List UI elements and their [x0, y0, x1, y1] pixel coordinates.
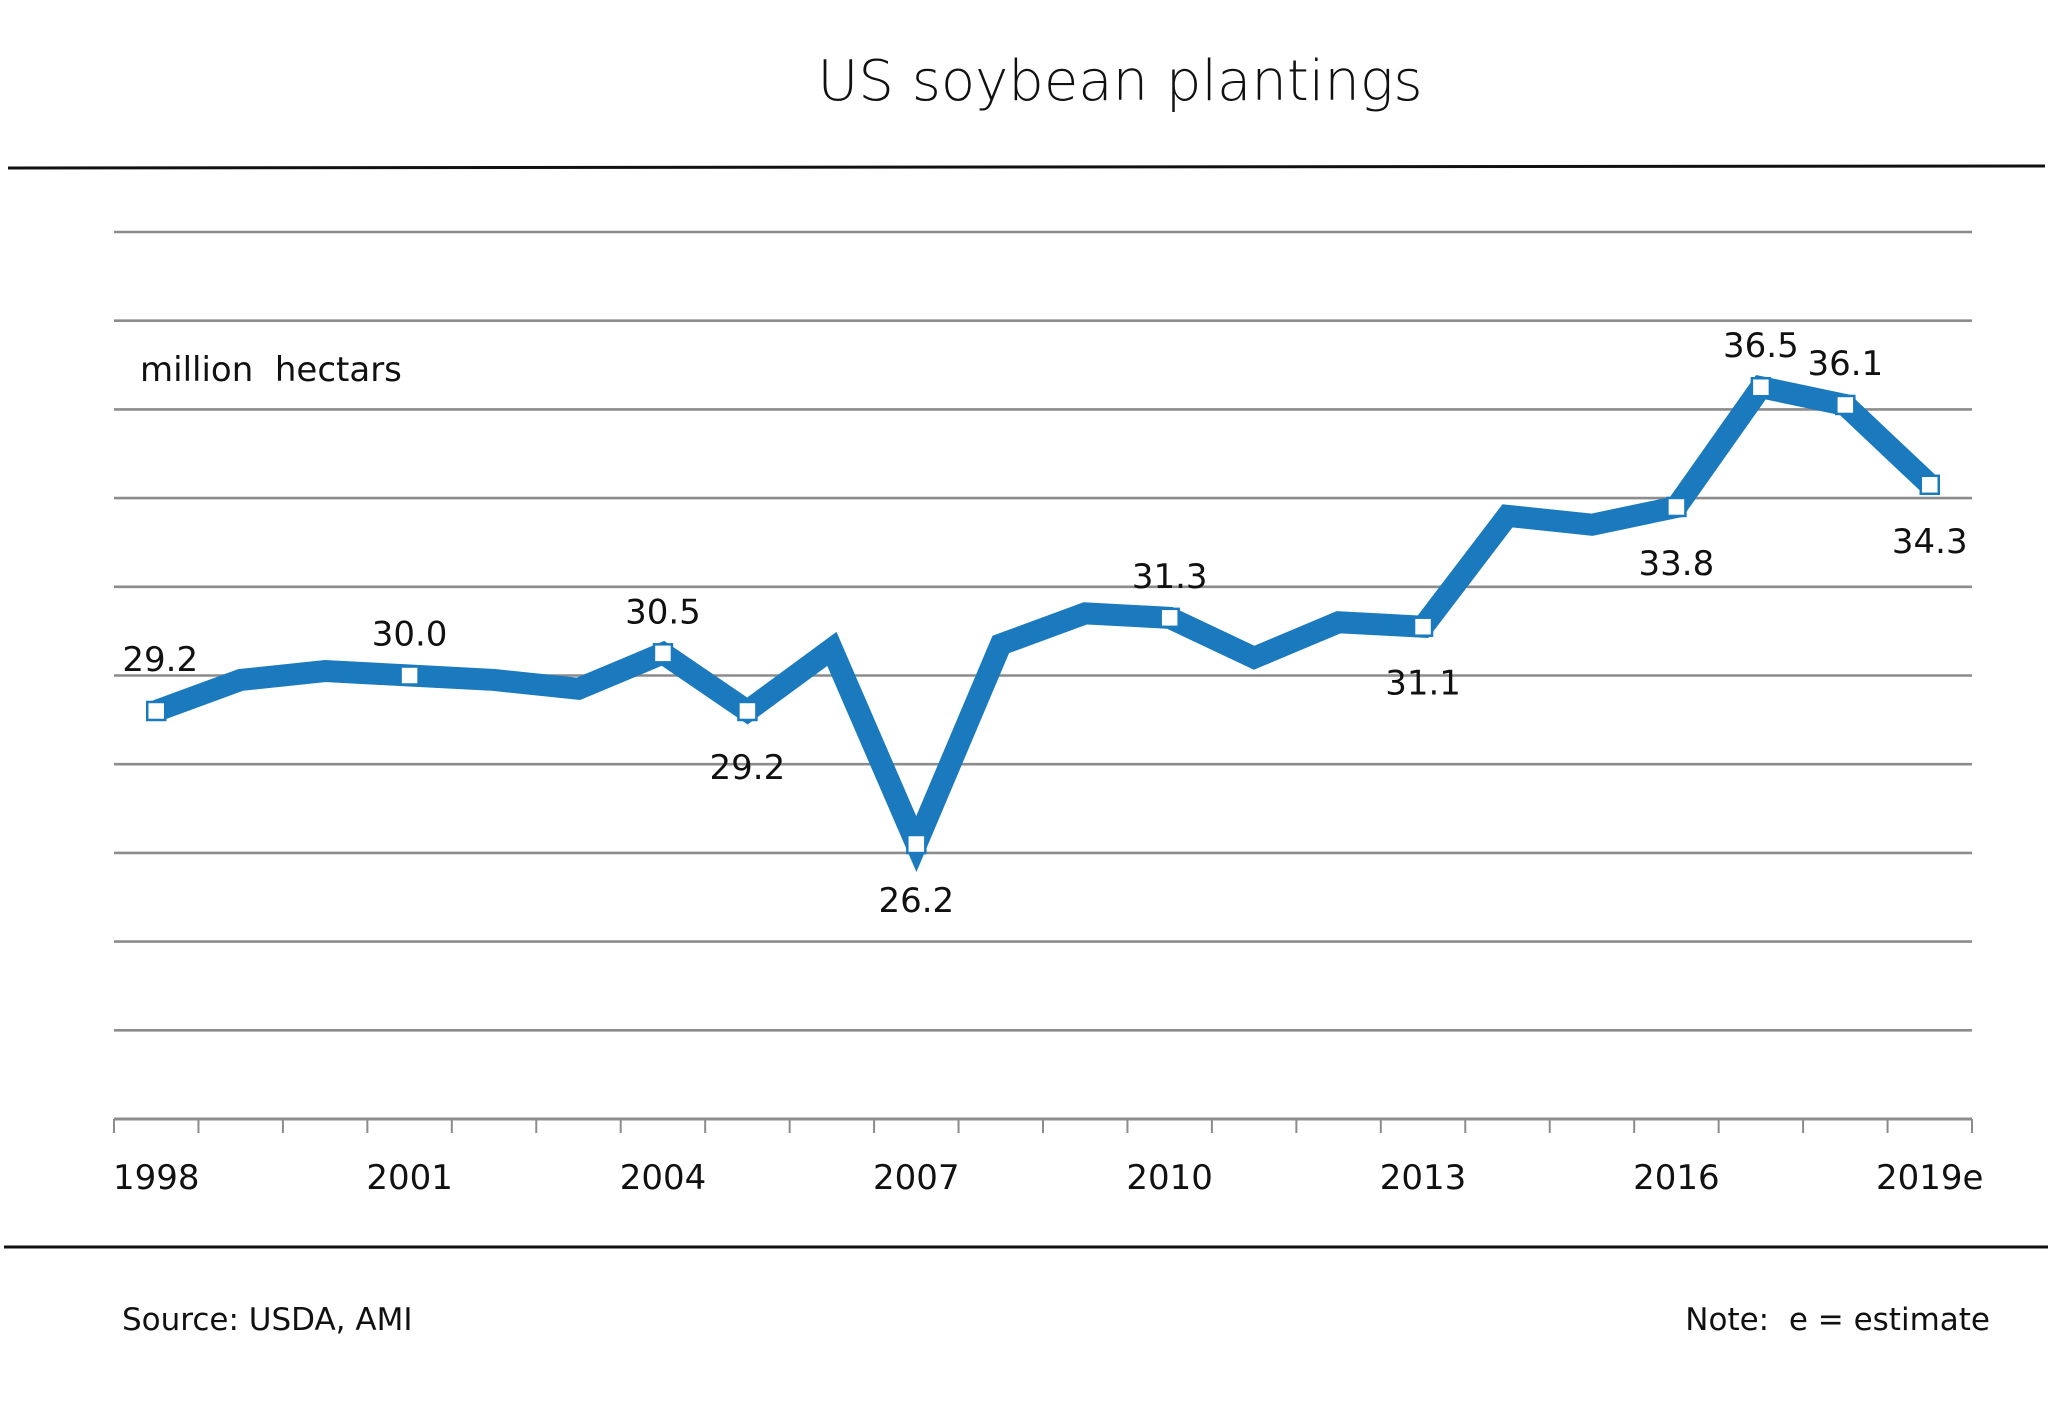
x-tick-label: 2013	[1380, 1158, 1467, 1198]
y-axis-unit-label: million hectars	[140, 350, 402, 390]
data-label: 29.2	[122, 640, 198, 680]
data-point-marker	[1666, 496, 1687, 518]
estimate-note: Note: e = estimate	[1685, 1302, 1990, 1338]
data-point-marker	[1750, 376, 1772, 398]
data-label: 30.0	[372, 615, 448, 655]
data-point-marker	[145, 700, 167, 722]
x-axis	[113, 1117, 1973, 1133]
data-label: 26.2	[878, 881, 954, 921]
data-label: 30.5	[625, 592, 701, 632]
x-tick-label: 2019e	[1876, 1158, 1983, 1198]
data-label: 29.2	[710, 748, 786, 788]
data-label: 34.3	[1892, 522, 1968, 562]
series-layer	[152, 374, 1938, 872]
gridlines	[114, 230, 1972, 1032]
data-point-marker	[737, 700, 758, 722]
x-tick-label: 2001	[366, 1158, 453, 1198]
data-point-marker	[1919, 474, 1941, 496]
data-point-marker	[906, 833, 927, 855]
data-point-marker	[399, 665, 420, 686]
x-tick-label: 1998	[113, 1158, 200, 1198]
data-label: 36.5	[1723, 326, 1799, 366]
x-tick-labels: 1998 2001 2004 2007 2010 2013 2016 2019e	[113, 1158, 1984, 1198]
top-rule	[7, 164, 2046, 170]
data-label: 31.1	[1385, 664, 1461, 704]
data-label: 31.3	[1132, 557, 1208, 597]
x-tick-label: 2016	[1633, 1158, 1720, 1198]
data-label: 36.1	[1807, 344, 1883, 384]
data-point-marker	[1159, 607, 1180, 629]
source-note: Source: USDA, AMI	[122, 1302, 412, 1338]
data-labels: 29.2 30.0 30.5 29.2 26.2 31.3 31.1 33.8 36.5 36.1…	[122, 326, 1967, 921]
x-tick-label: 2004	[620, 1158, 707, 1198]
markers	[145, 376, 1941, 855]
chart-title: US soybean plantings	[817, 49, 1422, 114]
data-point-marker	[1835, 394, 1856, 416]
x-tick-label: 2007	[873, 1158, 960, 1198]
x-tick-label: 2010	[1126, 1158, 1213, 1198]
data-point-marker	[1412, 616, 1434, 637]
data-label: 33.8	[1639, 544, 1715, 584]
data-point-marker	[652, 643, 674, 664]
series-line	[152, 374, 1938, 872]
